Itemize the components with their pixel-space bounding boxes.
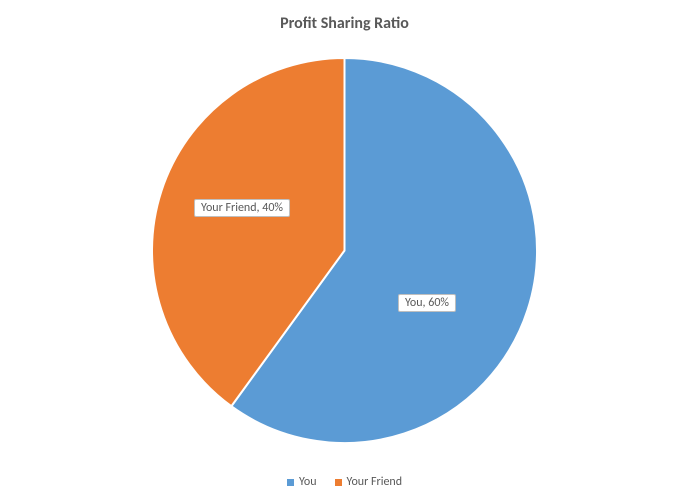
legend-label: You	[299, 475, 317, 489]
chart-container: Profit Sharing Ratio You, 60% Your Friend…	[0, 0, 689, 503]
slice-label: Your Friend, 40%	[194, 199, 290, 217]
legend-label: Your Friend	[347, 475, 403, 489]
legend: You Your Friend	[0, 475, 689, 489]
pie-wrap: You, 60% Your Friend, 40%	[0, 58, 689, 443]
pie-chart: You, 60% Your Friend, 40%	[152, 58, 537, 443]
legend-item: Your Friend	[335, 475, 403, 489]
slice-label: You, 60%	[398, 294, 456, 312]
chart-title: Profit Sharing Ratio	[0, 14, 689, 33]
legend-swatch	[335, 479, 342, 486]
legend-swatch	[287, 479, 294, 486]
legend-item: You	[287, 475, 317, 489]
